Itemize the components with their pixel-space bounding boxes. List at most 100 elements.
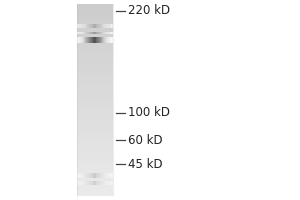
Bar bbox=[97, 24, 98, 28]
Bar bbox=[85, 37, 87, 43]
Bar bbox=[94, 181, 95, 185]
Bar bbox=[76, 141, 112, 142]
Bar bbox=[94, 172, 95, 178]
Bar bbox=[76, 29, 112, 30]
Bar bbox=[109, 181, 110, 185]
Bar bbox=[110, 172, 112, 178]
Text: 45 kD: 45 kD bbox=[128, 158, 162, 170]
Bar bbox=[105, 37, 106, 43]
Bar bbox=[87, 181, 88, 185]
Bar bbox=[76, 184, 112, 185]
Bar bbox=[109, 32, 110, 34]
Bar bbox=[94, 37, 95, 43]
Bar bbox=[79, 172, 80, 178]
Bar bbox=[102, 24, 103, 28]
Bar bbox=[91, 32, 92, 34]
Bar bbox=[85, 32, 87, 34]
Bar bbox=[76, 192, 112, 193]
Bar bbox=[76, 172, 77, 178]
Bar bbox=[76, 187, 112, 188]
Bar bbox=[76, 157, 112, 158]
Bar bbox=[76, 110, 112, 111]
Bar bbox=[76, 131, 112, 132]
Bar bbox=[76, 84, 112, 85]
Bar bbox=[76, 128, 112, 129]
Bar bbox=[110, 181, 112, 185]
Bar bbox=[86, 37, 88, 43]
Bar bbox=[76, 64, 112, 65]
Bar bbox=[89, 37, 90, 43]
Bar bbox=[76, 89, 112, 90]
Bar bbox=[112, 37, 113, 43]
Bar bbox=[106, 24, 107, 28]
Bar bbox=[98, 24, 99, 28]
Bar bbox=[98, 172, 99, 178]
Bar bbox=[76, 101, 112, 102]
Bar bbox=[88, 32, 89, 34]
Bar bbox=[76, 114, 112, 115]
Bar bbox=[76, 68, 112, 69]
Bar bbox=[76, 28, 112, 29]
Bar bbox=[76, 151, 112, 152]
Bar bbox=[104, 172, 106, 178]
Bar bbox=[100, 181, 101, 185]
Bar bbox=[76, 143, 112, 144]
Bar bbox=[100, 37, 101, 43]
Bar bbox=[76, 12, 112, 13]
Bar bbox=[90, 37, 91, 43]
Bar bbox=[76, 11, 112, 12]
Bar bbox=[109, 172, 110, 178]
Bar bbox=[107, 32, 108, 34]
Bar bbox=[76, 82, 112, 83]
Bar bbox=[95, 172, 97, 178]
Bar bbox=[110, 24, 111, 28]
Bar bbox=[76, 18, 112, 19]
Bar bbox=[76, 10, 112, 11]
Bar bbox=[82, 32, 83, 34]
Bar bbox=[76, 106, 112, 107]
Bar bbox=[76, 103, 112, 104]
Bar bbox=[110, 32, 112, 34]
Bar bbox=[76, 153, 112, 154]
Bar bbox=[76, 139, 112, 140]
Bar bbox=[88, 37, 89, 43]
Bar bbox=[106, 172, 107, 178]
Bar bbox=[76, 37, 77, 43]
Bar bbox=[76, 25, 112, 26]
Bar bbox=[76, 17, 112, 18]
Bar bbox=[76, 91, 112, 92]
Bar bbox=[106, 32, 107, 34]
Bar bbox=[76, 170, 112, 171]
Bar bbox=[82, 24, 83, 28]
Bar bbox=[105, 172, 106, 178]
Bar bbox=[90, 181, 91, 185]
Bar bbox=[108, 37, 109, 43]
Bar bbox=[96, 181, 98, 185]
Bar bbox=[103, 24, 104, 28]
Bar bbox=[77, 181, 79, 185]
Bar bbox=[76, 52, 112, 53]
Bar bbox=[101, 24, 102, 28]
Bar bbox=[99, 37, 100, 43]
Bar bbox=[76, 70, 112, 71]
Bar bbox=[94, 24, 95, 28]
Bar bbox=[76, 150, 112, 151]
Bar bbox=[76, 38, 112, 39]
Bar bbox=[85, 32, 86, 34]
Bar bbox=[102, 172, 103, 178]
Bar bbox=[84, 24, 85, 28]
Bar bbox=[91, 181, 92, 185]
Bar bbox=[86, 32, 88, 34]
Bar bbox=[96, 37, 98, 43]
Bar bbox=[98, 32, 99, 34]
Bar bbox=[76, 178, 112, 179]
Bar bbox=[76, 181, 77, 185]
Bar bbox=[76, 160, 112, 161]
Bar bbox=[94, 181, 95, 185]
Bar bbox=[76, 107, 112, 108]
Bar bbox=[89, 32, 90, 34]
Bar bbox=[76, 41, 112, 42]
Bar bbox=[101, 181, 102, 185]
Bar bbox=[76, 78, 112, 79]
Bar bbox=[96, 32, 98, 34]
